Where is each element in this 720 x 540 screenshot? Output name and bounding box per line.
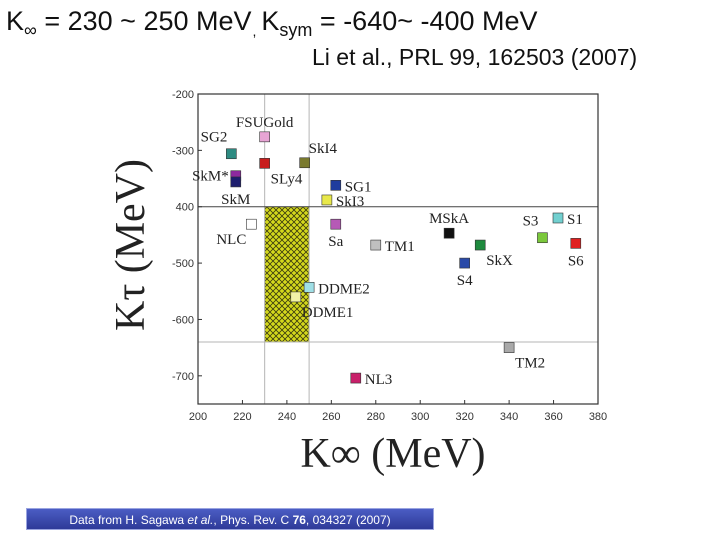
point-label-nlc: NLC	[216, 232, 246, 248]
point-tm2	[503, 342, 515, 353]
k-sym-subscript: sym	[279, 20, 313, 40]
point-label-skm-: SkM*	[192, 169, 229, 185]
y-tick-label-4: -600	[172, 314, 194, 326]
y-tick-label-3: -500	[172, 258, 194, 270]
point-skm	[230, 176, 242, 188]
footnote-volume: 76	[292, 513, 306, 527]
point-sg2	[226, 148, 237, 160]
k-inf-range: = 230 ~ 250 MeV	[36, 6, 252, 36]
point-sg1	[330, 180, 342, 191]
point-label-sg2: SG2	[201, 130, 228, 146]
headline: K∞ = 230 ~ 250 MeV, Ksym = -640~ -400 MeV	[6, 6, 538, 41]
x-tick-label-8: 360	[544, 411, 562, 423]
point-mska	[443, 227, 455, 239]
point-label-s6: S6	[568, 253, 584, 269]
footnote-prefix: Data from H. Sagawa	[69, 513, 188, 527]
point-label-mska: MSkA	[429, 211, 469, 227]
point-s3	[537, 232, 548, 244]
footnote-middle: , Phys. Rev. C	[213, 513, 293, 527]
point-label-s1: S1	[567, 212, 583, 228]
plot-frame	[197, 93, 599, 405]
footnote-etal: et al.	[187, 513, 214, 527]
reference-citation: Li et al., PRL 99, 162503 (2007)	[312, 44, 638, 70]
x-tick-label-3: 260	[322, 411, 340, 423]
point-sa	[330, 218, 342, 230]
constraint-region	[264, 206, 310, 343]
point-skx	[474, 239, 486, 251]
x-tick-label-7: 340	[500, 411, 518, 423]
point-label-ski3: SkI3	[336, 194, 364, 210]
point-fsugold	[259, 131, 270, 143]
point-tm1	[370, 239, 382, 251]
point-label-ddme2: DDME2	[318, 281, 370, 297]
point-ddme2	[303, 282, 315, 293]
point-label-skm: SkM	[221, 192, 250, 208]
k-sym-symbol: K	[261, 6, 280, 36]
y-tick-label-0: -200	[172, 89, 194, 101]
headline-separator: ,	[252, 23, 257, 39]
x-tick-label-1: 220	[233, 411, 251, 423]
point-s6	[570, 238, 582, 249]
point-label-fsugold: FSUGold	[236, 115, 294, 131]
point-nl3	[350, 372, 362, 384]
point-label-tm2: TM2	[515, 356, 545, 372]
y-axis-label: Kτ (MeV)	[108, 159, 154, 331]
point-label-s4: S4	[457, 273, 473, 289]
x-tick-label-9: 380	[589, 411, 607, 423]
y-tick-label-2: 400	[176, 202, 194, 214]
point-nlc	[246, 218, 257, 230]
x-tick-label-0: 200	[189, 411, 207, 423]
point-label-sg1: SG1	[345, 179, 372, 195]
x-tick-label-4: 280	[367, 411, 385, 423]
point-ddme1	[290, 291, 302, 303]
footnote-citation: Data from H. Sagawa et al., Phys. Rev. C…	[26, 508, 434, 530]
k-inf-symbol: K	[6, 6, 25, 36]
point-label-ski4: SkI4	[309, 141, 338, 157]
x-tick-label-2: 240	[278, 411, 296, 423]
point-label-sa: Sa	[328, 234, 343, 250]
x-axis-label: K∞ (MeV)	[300, 431, 485, 477]
point-s1	[552, 212, 564, 224]
y-tick-label-1: -300	[172, 145, 194, 157]
x-tick-label-5: 300	[411, 411, 429, 423]
point-label-sly4: SLy4	[271, 171, 303, 187]
point-ski3	[321, 194, 333, 206]
footnote-suffix: , 034327 (2007)	[305, 513, 391, 527]
point-label-ddme1: DDME1	[302, 305, 354, 321]
point-label-skx: SkX	[486, 253, 513, 269]
y-tick-label-5: -700	[172, 371, 194, 383]
point-label-s3: S3	[523, 214, 539, 230]
point-s4	[459, 257, 470, 269]
x-tick-label-6: 320	[455, 411, 473, 423]
k-sym-range: = -640~ -400 MeV	[312, 6, 538, 36]
point-sly4	[259, 158, 270, 169]
k-inf-subscript: ∞	[24, 20, 37, 40]
point-ski4	[299, 157, 310, 169]
point-label-tm1: TM1	[385, 239, 415, 255]
point-label-nl3: NL3	[365, 372, 393, 388]
